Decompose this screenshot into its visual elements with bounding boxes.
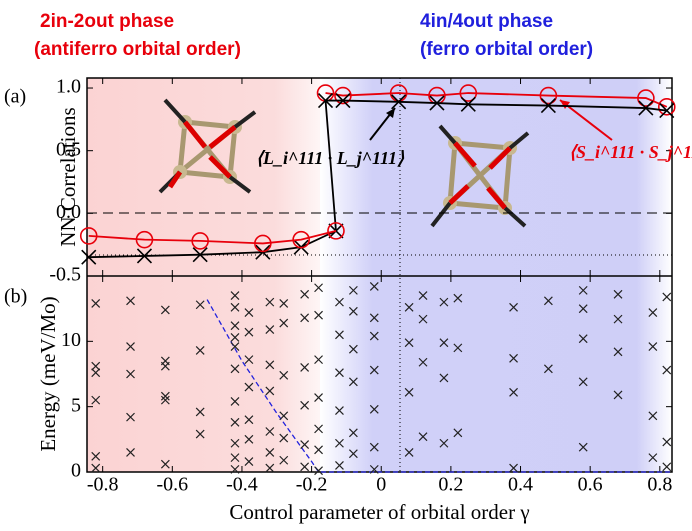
- y-tick-label: -0.5: [49, 264, 81, 286]
- y-tick-label: 10: [61, 329, 81, 351]
- left-header: 2in-2out phase: [40, 11, 174, 32]
- x-tick-label: 0.8: [647, 474, 672, 496]
- series-label: ⟨S_i^111 · S_j^111⟩: [569, 142, 692, 162]
- x-axis-label: Control parameter of orbital order γ: [229, 500, 529, 524]
- y-tick-label: 0: [71, 460, 81, 482]
- series-label: ⟨L_i^111 · L_j^111⟩: [256, 148, 405, 168]
- x-tick-label: -0.6: [156, 474, 188, 496]
- x-tick-label: -0.8: [87, 474, 119, 496]
- chart: 2in-2out phase (antiferro orbital order)…: [0, 0, 692, 531]
- x-tick-label: 0.6: [578, 474, 603, 496]
- x-tick-label: 0.4: [508, 474, 533, 496]
- panel-label: (a): [4, 86, 26, 108]
- y-tick-label: 5: [71, 394, 81, 416]
- y-axis-label: Energy (meV/Mo): [36, 296, 60, 451]
- y-axis-label: NN Correlations: [56, 107, 80, 246]
- x-tick-label: -0.2: [296, 474, 328, 496]
- crystal-inset: [150, 92, 270, 202]
- left-header: (antiferro orbital order): [34, 39, 241, 60]
- x-tick-label: -0.4: [226, 474, 258, 496]
- x-tick-label: 0.2: [438, 474, 463, 496]
- x-tick-label: 0: [376, 474, 386, 496]
- page: 2in-2out phase (antiferro orbital order)…: [0, 0, 692, 531]
- right-header: (ferro orbital order): [420, 39, 593, 60]
- y-tick-label: 1.0: [56, 76, 81, 98]
- header: 2in-2out phase (antiferro orbital order)…: [34, 11, 593, 60]
- right-header: 4in/4out phase: [420, 11, 553, 32]
- panel-label: (b): [4, 286, 27, 308]
